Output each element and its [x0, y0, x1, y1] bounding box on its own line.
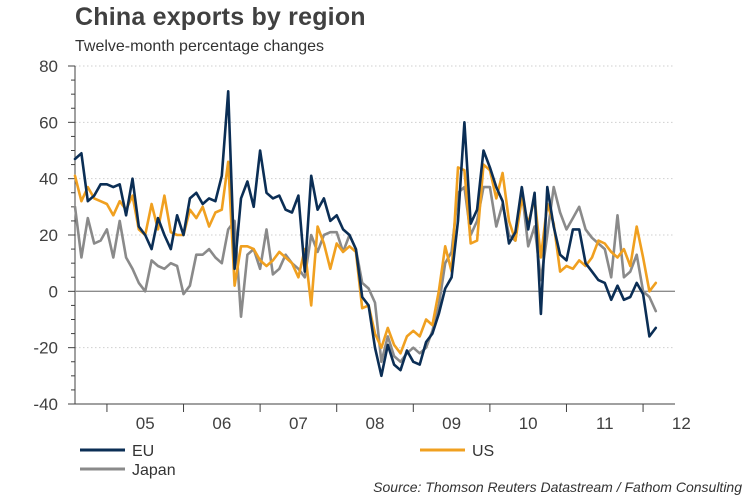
x-tick-label: 11	[596, 414, 614, 433]
x-tick-label: 09	[442, 414, 461, 433]
y-tick-label: 0	[49, 282, 58, 301]
x-tick-label: 06	[212, 414, 231, 433]
chart-title: China exports by region	[75, 3, 366, 31]
series-line-eu	[73, 90, 658, 378]
x-tick-label: 05	[136, 414, 155, 433]
legend-label-japan: Japan	[132, 462, 176, 479]
y-tick-label: 60	[39, 113, 58, 132]
x-tick-label: 08	[366, 414, 385, 433]
x-tick-label: 07	[289, 414, 308, 433]
y-tick-label: 40	[39, 170, 58, 189]
legend-label-eu: EU	[132, 443, 154, 460]
y-tick-label: 80	[39, 57, 58, 76]
series-line-japan	[73, 185, 658, 364]
y-tick-label: -20	[33, 339, 58, 358]
x-tick-label: 10	[519, 414, 538, 433]
chart-subtitle: Twelve-month percentage changes	[75, 38, 325, 55]
series-line-us	[73, 160, 658, 355]
legend-label-us: US	[472, 443, 494, 460]
y-tick-label: -40	[33, 395, 58, 414]
y-tick-label: 20	[39, 226, 58, 245]
x-tick-label: 12	[672, 414, 691, 433]
source-note: Source: Thomson Reuters Datastream / Fat…	[373, 479, 742, 495]
